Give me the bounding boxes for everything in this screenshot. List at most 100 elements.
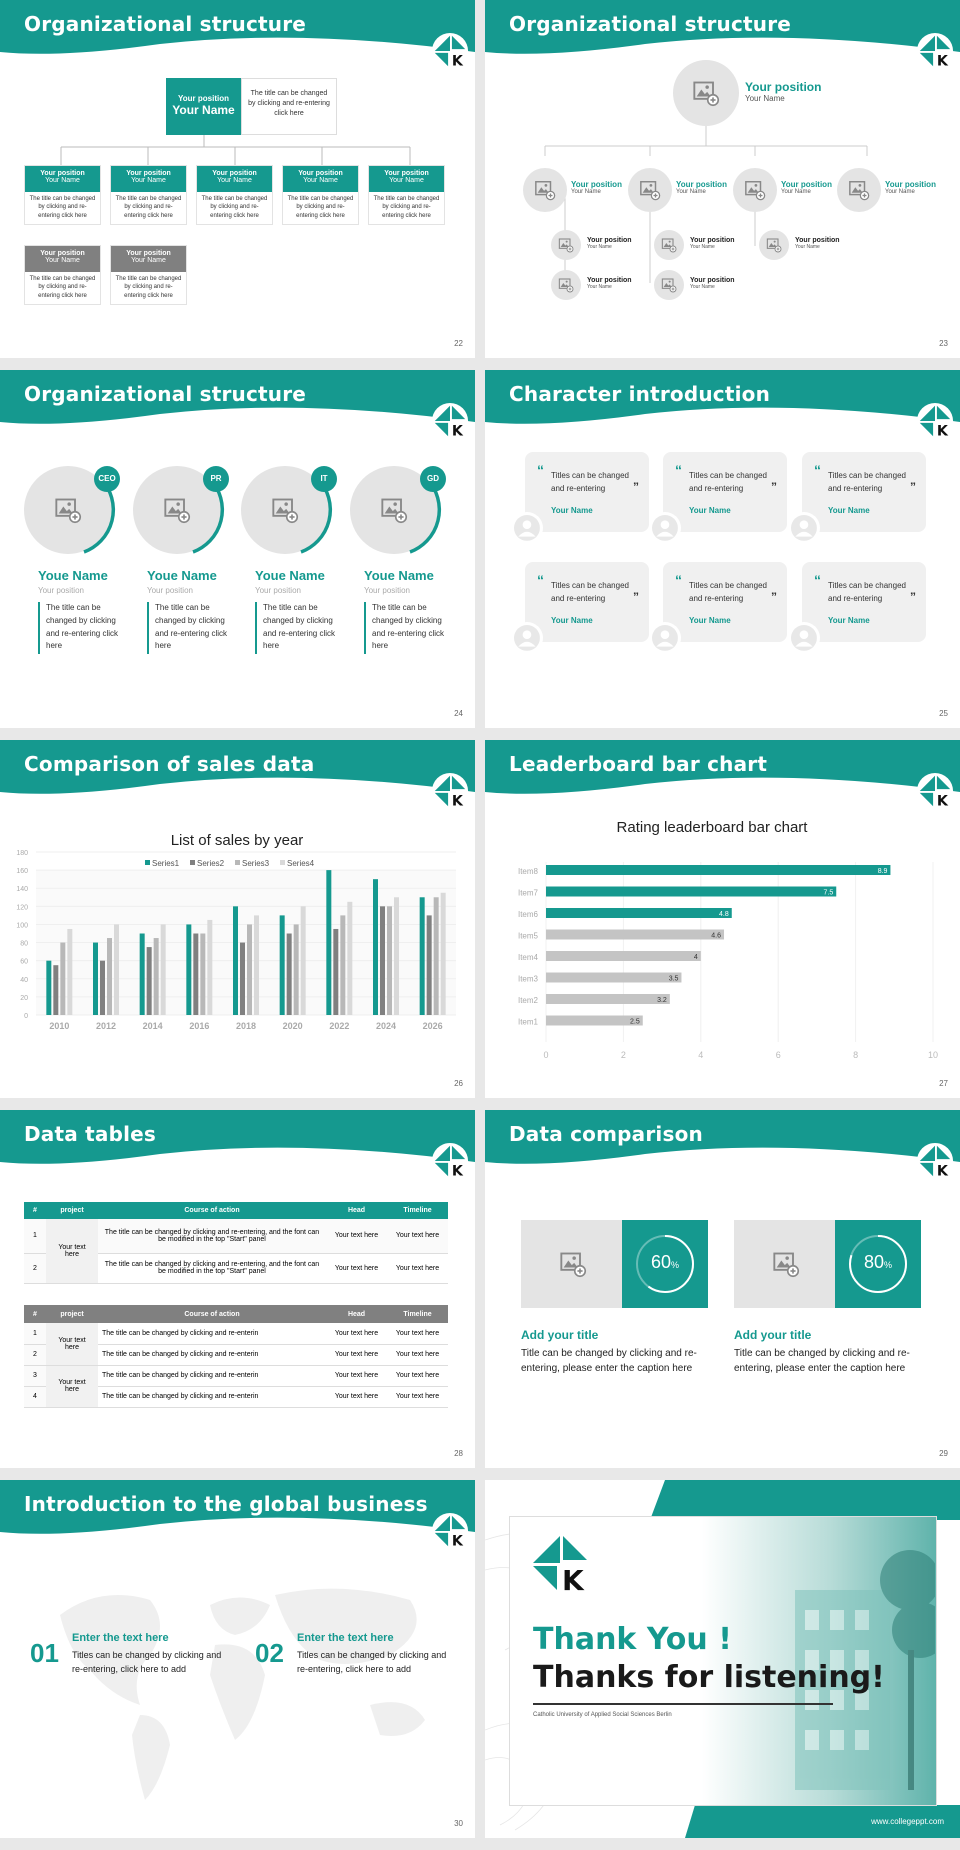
avatar-icon <box>649 512 681 544</box>
table-row[interactable]: 3 Your text here The title can be change… <box>24 1365 448 1407</box>
cell: 4 <box>24 1386 46 1407</box>
slide-22[interactable]: Organizational structure Your position Y… <box>0 0 475 358</box>
org-node[interactable]: Your position Your Name <box>523 168 633 212</box>
org-card[interactable]: Your position Your Name The title can be… <box>196 165 273 225</box>
table-row[interactable]: 2 The title can be changed by clicking a… <box>24 1253 448 1283</box>
table-row[interactable]: 1 Your text here The title can be change… <box>24 1219 448 1283</box>
top-position-box[interactable]: Your position Your Name <box>166 78 241 135</box>
slide-29[interactable]: Data comparison 60% Add your title Title… <box>485 1110 960 1468</box>
photo-placeholder[interactable] <box>759 230 789 260</box>
page-number: 25 <box>939 709 948 718</box>
member-desc: The title can be changed by clicking and… <box>46 603 119 651</box>
x-tick-label: 4 <box>698 1050 703 1060</box>
card-text: Titles can be changed and re-entering <box>689 581 767 603</box>
close-quote-icon: ” <box>771 590 777 604</box>
col-header: project <box>60 1310 84 1318</box>
org-sub-node[interactable]: Your position Your Name <box>551 230 651 262</box>
org-sub-node[interactable]: Your position Your Name <box>654 230 754 262</box>
member-profile[interactable]: PR Youe Name Your position The title can… <box>133 466 238 666</box>
member-profile[interactable]: IT Youe Name Your position The title can… <box>241 466 346 666</box>
business-item[interactable]: 01 Enter the text here Titles can be cha… <box>30 1632 230 1692</box>
photo-placeholder[interactable] <box>733 168 777 212</box>
top-person: Your position Your Name <box>745 80 821 103</box>
logo-icon <box>431 1142 469 1180</box>
character-card[interactable]: “ Titles can be changed and re-entering … <box>511 452 649 544</box>
top-position: Your position <box>745 80 822 94</box>
member-profile[interactable]: CEO Youe Name Your position The title ca… <box>24 466 129 666</box>
image-placeholder[interactable] <box>734 1220 835 1308</box>
data-label: 4.8 <box>719 911 729 918</box>
bar <box>387 906 392 1015</box>
card-name: Your Name <box>551 506 593 515</box>
y-tick-label: 0 <box>24 1013 28 1020</box>
org-card[interactable]: Your position Your Name The title can be… <box>110 165 187 225</box>
cell: Your text here <box>46 1219 98 1283</box>
cell: Your text here <box>334 1393 379 1400</box>
org-card[interactable]: Your position Your Name The title can be… <box>24 165 101 225</box>
slide-title: Organizational structure <box>509 12 792 36</box>
org-sub-node[interactable]: Your position Your Name <box>759 230 859 262</box>
photo-placeholder[interactable] <box>551 230 581 260</box>
table-row[interactable]: 1 Your text here The title can be change… <box>24 1323 448 1365</box>
x-tick-label: 10 <box>928 1050 938 1060</box>
org-sub-node[interactable]: Your position Your Name <box>654 270 754 302</box>
table-row[interactable]: 2 The title can be changed by clicking a… <box>24 1344 448 1365</box>
image-icon <box>692 79 720 107</box>
slide-30[interactable]: Introduction to the global business 01 E… <box>0 1480 475 1838</box>
slide-closing[interactable]: K Thank You ! Thanks for listening! Cath… <box>485 1480 960 1838</box>
org-card[interactable]: Your position Your Name The title can be… <box>282 165 359 225</box>
photo-placeholder[interactable] <box>654 230 684 260</box>
comparison-item[interactable]: 60% Add your title Title can be changed … <box>521 1220 711 1420</box>
character-card[interactable]: “ Titles can be changed and re-entering … <box>788 562 926 654</box>
heading-divider <box>533 1703 833 1705</box>
chart-title: Rating leaderboard bar chart <box>617 819 809 836</box>
bar <box>100 960 105 1015</box>
business-item[interactable]: 02 Enter the text here Titles can be cha… <box>255 1632 455 1692</box>
website-link[interactable]: www.collegeppt.com <box>871 1817 944 1826</box>
character-card[interactable]: “ Titles can be changed and re-entering … <box>649 452 787 544</box>
close-quote-icon: ” <box>633 590 639 604</box>
bar <box>146 947 152 1015</box>
x-tick-label: 0 <box>543 1050 548 1060</box>
slide-header <box>0 0 475 70</box>
data-table-1: # project Course of action Head Timeline… <box>24 1202 448 1284</box>
slide-27[interactable]: Leaderboard bar chart Rating leaderboard… <box>485 740 960 1098</box>
slide-25[interactable]: Character introduction “ Titles can be c… <box>485 370 960 728</box>
org-card[interactable]: Your position Your Name The title can be… <box>368 165 445 225</box>
photo-placeholder[interactable] <box>654 270 684 300</box>
image-icon <box>163 496 191 524</box>
org-node[interactable]: Your position Your Name <box>628 168 738 212</box>
data-label: 3.2 <box>657 997 667 1004</box>
character-card[interactable]: “ Titles can be changed and re-entering … <box>511 562 649 654</box>
slide-28[interactable]: Data tables # project Course of action H… <box>0 1110 475 1468</box>
cell: The title can be changed by clicking and… <box>102 1393 259 1400</box>
slide-26[interactable]: Comparison of sales data List of sales b… <box>0 740 475 1098</box>
slide-24[interactable]: Organizational structure CEO Youe Name Y… <box>0 370 475 728</box>
photo-placeholder[interactable] <box>628 168 672 212</box>
member-profile[interactable]: GD Youe Name Your position The title can… <box>350 466 455 666</box>
slide-header <box>0 740 475 810</box>
x-tick-label: 6 <box>776 1050 781 1060</box>
character-card[interactable]: “ Titles can be changed and re-entering … <box>649 562 787 654</box>
org-node[interactable]: Your position Your Name <box>733 168 843 212</box>
org-node[interactable]: Your position Your Name <box>837 168 947 212</box>
comparison-item[interactable]: 80% Add your title Title can be changed … <box>734 1220 924 1420</box>
logo-icon <box>916 772 954 810</box>
item-text: Title can be changed by clicking and re-… <box>734 1348 910 1374</box>
legend-swatch <box>145 860 150 865</box>
org-card[interactable]: Your position Your Name The title can be… <box>110 245 187 305</box>
slide-23[interactable]: Organizational structure Your position Y… <box>485 0 960 358</box>
table-row[interactable]: 4 The title can be changed by clicking a… <box>24 1386 448 1407</box>
photo-placeholder[interactable] <box>523 168 567 212</box>
card-name: Your Name <box>45 257 80 264</box>
top-photo-placeholder[interactable] <box>673 60 739 126</box>
image-placeholder[interactable] <box>521 1220 622 1308</box>
photo-placeholder[interactable] <box>551 270 581 300</box>
percent-panel: 80% <box>835 1220 921 1308</box>
cell: The title can be changed by clicking and… <box>102 1351 259 1358</box>
org-sub-node[interactable]: Your position Your Name <box>551 270 651 302</box>
org-card[interactable]: Your position Your Name The title can be… <box>24 245 101 305</box>
character-card[interactable]: “ Titles can be changed and re-entering … <box>788 452 926 544</box>
photo-placeholder[interactable] <box>837 168 881 212</box>
bar <box>153 938 159 1015</box>
